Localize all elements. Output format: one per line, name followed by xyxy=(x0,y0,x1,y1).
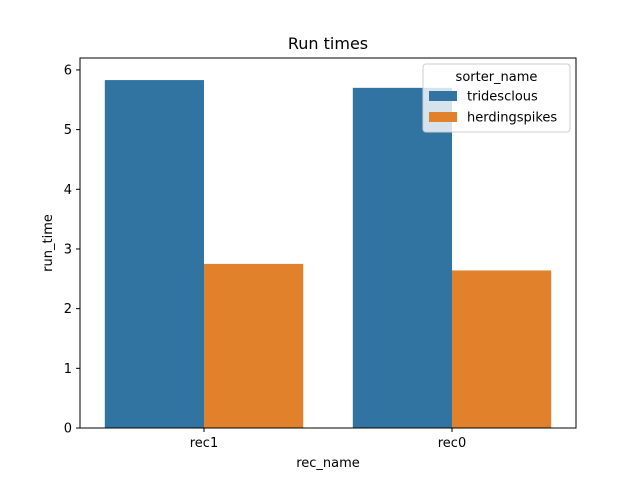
x-tick-label-rec1: rec1 xyxy=(190,436,218,451)
y-axis: 0 1 2 3 4 5 6 xyxy=(64,63,80,437)
legend-title: sorter_name xyxy=(456,70,538,85)
bar-herdingspikes-rec0 xyxy=(452,270,552,428)
legend-label-herdingspikes: herdingspikes xyxy=(467,111,557,126)
bar-herdingspikes-rec1 xyxy=(204,263,304,428)
bar-tridesclous-rec0 xyxy=(352,87,452,428)
y-tick-label: 5 xyxy=(64,123,72,138)
y-tick-label: 4 xyxy=(64,183,72,198)
y-tick-label: 6 xyxy=(64,63,72,78)
bars-group xyxy=(104,80,552,429)
y-axis-label: run_time xyxy=(41,214,56,272)
x-tick-label-rec0: rec0 xyxy=(438,436,466,451)
legend-swatch-tridesclous xyxy=(429,91,457,101)
legend: sorter_name tridesclous herdingspikes xyxy=(422,63,571,133)
x-axis: rec1 rec0 xyxy=(190,428,466,451)
y-tick-label: 3 xyxy=(64,242,72,257)
y-tick-label: 0 xyxy=(64,422,72,437)
chart-title: Run times xyxy=(288,34,368,53)
y-tick-label: 1 xyxy=(64,362,72,377)
y-tick-label: 2 xyxy=(64,302,72,317)
legend-label-tridesclous: tridesclous xyxy=(467,90,538,105)
x-axis-label: rec_name xyxy=(296,456,360,471)
legend-box xyxy=(422,63,571,133)
plot-frame xyxy=(79,57,577,429)
legend-swatch-herdingspikes xyxy=(429,112,457,122)
bar-tridesclous-rec1 xyxy=(104,80,204,429)
